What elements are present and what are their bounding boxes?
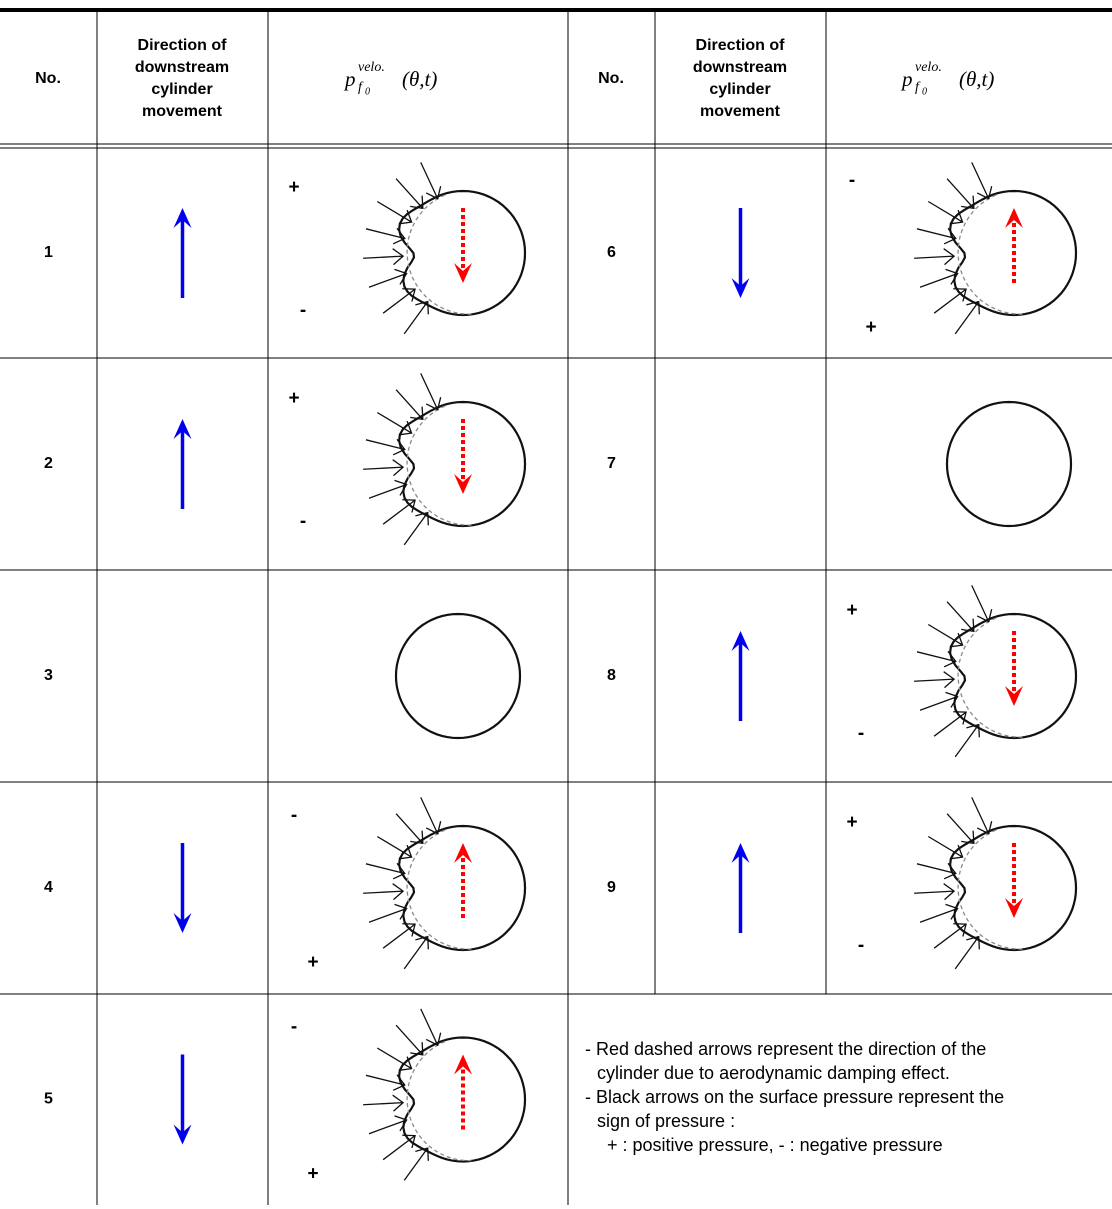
pressure-sign: + (307, 1164, 318, 1185)
row-no: 9 (607, 879, 616, 896)
pressure-sign: - (858, 935, 864, 956)
pressure-sign: - (300, 511, 306, 532)
header-direction: Direction of (138, 37, 228, 54)
header-direction: movement (142, 103, 223, 120)
row-no: 4 (44, 879, 53, 896)
header-direction: cylinder (709, 81, 770, 98)
header-direction: movement (700, 103, 781, 120)
header-direction: downstream (693, 59, 787, 76)
row-no: 6 (607, 244, 616, 261)
note: - Red dashed arrows represent the direct… (585, 1039, 986, 1059)
formula-args: (θ,t) (959, 67, 994, 91)
header-direction: Direction of (696, 37, 786, 54)
row-no: 2 (44, 455, 53, 472)
pressure-sign: - (849, 170, 855, 191)
row-no: 1 (44, 244, 53, 261)
header-direction: cylinder (151, 81, 212, 98)
note: sign of pressure : (597, 1111, 735, 1131)
row-no: 5 (44, 1091, 53, 1108)
pressure-sign: - (858, 723, 864, 744)
row-no: 3 (44, 667, 53, 684)
pressure-sign: + (288, 177, 299, 198)
formula-subsub: 0 (365, 86, 370, 97)
pressure-sign: - (291, 1017, 297, 1038)
header-no: No. (598, 70, 624, 87)
pressure-sign: - (300, 300, 306, 321)
page: No. No. Direction of downstream cylinder mo… (0, 0, 1112, 1209)
formula-base: p (900, 67, 913, 91)
pressure-sign: + (307, 952, 318, 973)
row-no: 7 (607, 455, 616, 472)
formula-sup: velo. (358, 60, 385, 75)
background (0, 0, 1112, 1209)
pressure-sign: - (291, 805, 297, 826)
formula-args: (θ,t) (402, 67, 437, 91)
header-no: No. (35, 70, 61, 87)
header-direction: downstream (135, 59, 229, 76)
pressure-sign: + (846, 600, 857, 621)
pressure-sign: + (846, 812, 857, 833)
note: + : positive pressure, - : negative pres… (607, 1135, 943, 1155)
formula-base: p (343, 67, 356, 91)
row-no: 8 (607, 667, 616, 684)
formula-sup: velo. (915, 60, 942, 75)
note: - Black arrows on the surface pressure r… (585, 1087, 1004, 1107)
table: No. No. Direction of downstream cylinder mo… (0, 0, 1112, 1209)
pressure-sign: + (288, 388, 299, 409)
note: cylinder due to aerodynamic damping effe… (597, 1063, 950, 1083)
formula-subsub: 0 (922, 86, 927, 97)
pressure-sign: + (865, 317, 876, 338)
